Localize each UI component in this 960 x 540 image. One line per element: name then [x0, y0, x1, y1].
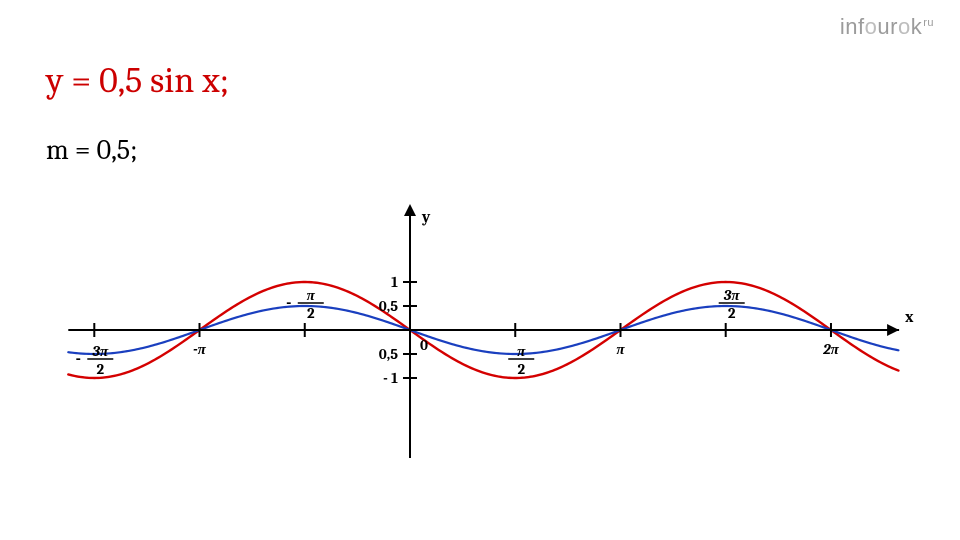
y-axis-arrow: [404, 204, 416, 216]
x-tick-label: 2π: [822, 340, 840, 358]
x-axis-arrow: [887, 324, 899, 336]
x-tick-label: -π: [193, 340, 207, 358]
origin-label: 0: [420, 336, 428, 354]
svg-text:-: -: [286, 294, 291, 313]
watermark-text: infourok: [840, 14, 922, 39]
x-tick-label: π: [616, 340, 625, 358]
svg-text:2: 2: [307, 304, 315, 322]
watermark-sup: ru: [923, 17, 934, 29]
y-tick-label: 0,5: [379, 297, 398, 315]
svg-text:π: π: [307, 286, 316, 304]
svg-text:π: π: [517, 342, 526, 360]
watermark-logo: infourokru: [840, 14, 934, 40]
x-tick-frac: π2-: [286, 286, 324, 322]
svg-text:2: 2: [517, 360, 525, 378]
parameter-subtitle: m = 0,5;: [46, 134, 138, 166]
x-axis-label: x: [905, 308, 914, 326]
x-tick-frac: 3π2-: [76, 342, 114, 378]
x-tick-frac: π2: [508, 342, 534, 378]
sine-chart: xy03π2--ππ2-π2π3π22π10,50,5- 1: [46, 200, 926, 460]
svg-text:-: -: [76, 350, 81, 369]
svg-text:3π: 3π: [92, 342, 109, 360]
y-tick-label: 1: [391, 273, 398, 291]
y-tick-label: 0,5: [379, 345, 398, 363]
svg-text:2: 2: [96, 360, 104, 378]
slide: { "watermark": { "text_fragments": ["inf…: [0, 0, 960, 540]
equation-title: y = 0,5 sin x;: [46, 60, 229, 101]
y-axis-label: y: [421, 208, 431, 226]
y-tick-label: - 1: [383, 369, 398, 387]
svg-text:3π: 3π: [724, 286, 741, 304]
x-tick-frac: 3π2: [719, 286, 745, 322]
svg-text:2: 2: [728, 304, 736, 322]
